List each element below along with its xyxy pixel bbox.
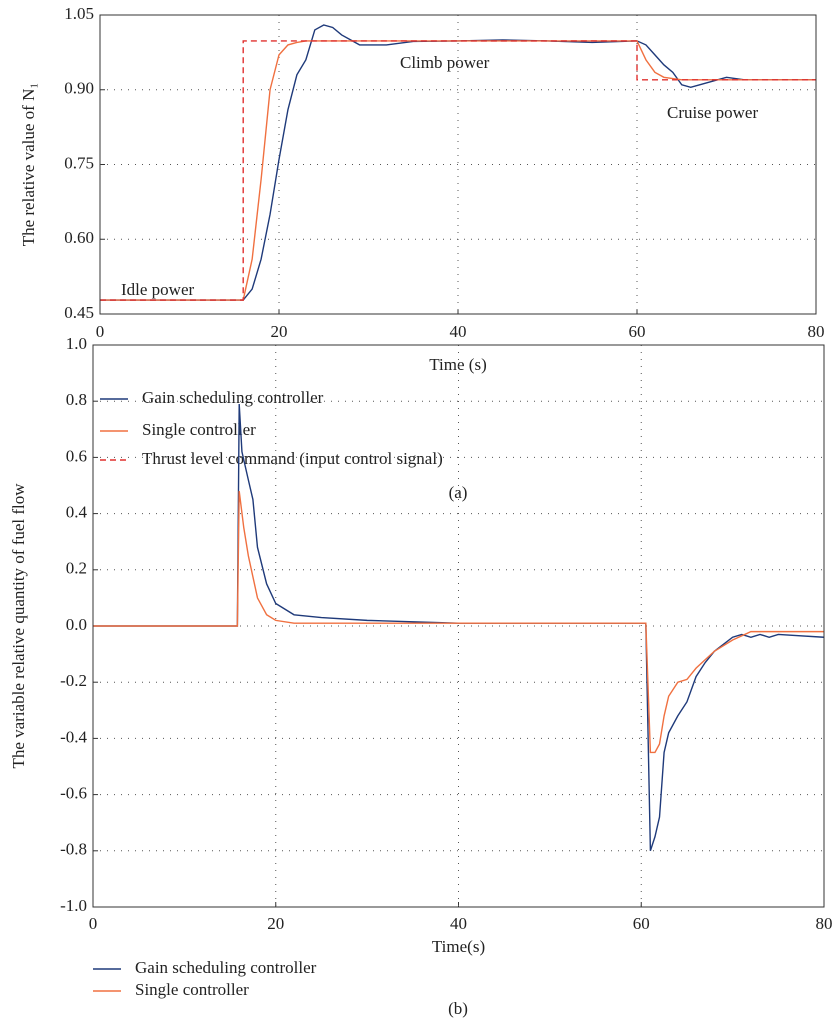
x-tick-label: 60 xyxy=(629,322,646,341)
annotation: Climb power xyxy=(400,53,490,72)
x-tick-label: 80 xyxy=(816,914,833,933)
y-tick-label: -0.4 xyxy=(60,727,87,746)
plot-frame xyxy=(92,344,825,908)
series-line xyxy=(100,40,816,301)
y-tick-label: -0.8 xyxy=(60,840,87,859)
legend-label: Gain scheduling controller xyxy=(135,958,317,977)
y-tick-label: 0.90 xyxy=(64,79,94,98)
y-tick-label: 0.8 xyxy=(66,390,87,409)
series-line xyxy=(93,491,824,754)
y-tick-label: 0.60 xyxy=(64,228,94,247)
annotation: Cruise power xyxy=(667,103,758,122)
legend-label: Thrust level command (input control sign… xyxy=(142,449,443,468)
y-axis-label: The relative value of N₁ xyxy=(19,83,38,247)
y-axis-label: The variable relative quantity of fuel f… xyxy=(9,483,28,769)
y-tick-label: 0.6 xyxy=(66,446,87,465)
x-tick-label: 60 xyxy=(633,914,650,933)
y-tick-label: 1.05 xyxy=(64,4,94,23)
legend-label: Gain scheduling controller xyxy=(142,388,324,407)
y-tick-label: -0.2 xyxy=(60,671,87,690)
legend-label: Single controller xyxy=(142,420,256,439)
x-tick-label: 0 xyxy=(96,322,105,341)
plot-frame xyxy=(99,14,817,315)
legend-label: Single controller xyxy=(135,980,249,999)
y-tick-label: 0.0 xyxy=(66,615,87,634)
series-line xyxy=(100,40,816,301)
y-tick-label: -0.6 xyxy=(60,784,87,803)
x-axis-label: Time (s) xyxy=(429,355,486,374)
y-tick-label: 0.45 xyxy=(64,303,94,322)
caption: (b) xyxy=(448,999,468,1018)
series-line xyxy=(93,403,825,852)
x-tick-label: 40 xyxy=(450,322,467,341)
y-tick-label: 0.2 xyxy=(66,559,87,578)
y-tick-label: 0.4 xyxy=(66,503,88,522)
x-axis-label: Time(s) xyxy=(432,937,485,956)
annotation: Idle power xyxy=(121,280,195,299)
y-tick-label: 1.0 xyxy=(66,334,87,353)
x-tick-label: 20 xyxy=(267,914,284,933)
x-tick-label: 40 xyxy=(450,914,467,933)
y-tick-label: -1.0 xyxy=(60,896,87,915)
x-tick-label: 80 xyxy=(808,322,825,341)
x-tick-label: 0 xyxy=(89,914,98,933)
y-tick-label: 0.75 xyxy=(64,153,94,172)
x-tick-label: 20 xyxy=(271,322,288,341)
